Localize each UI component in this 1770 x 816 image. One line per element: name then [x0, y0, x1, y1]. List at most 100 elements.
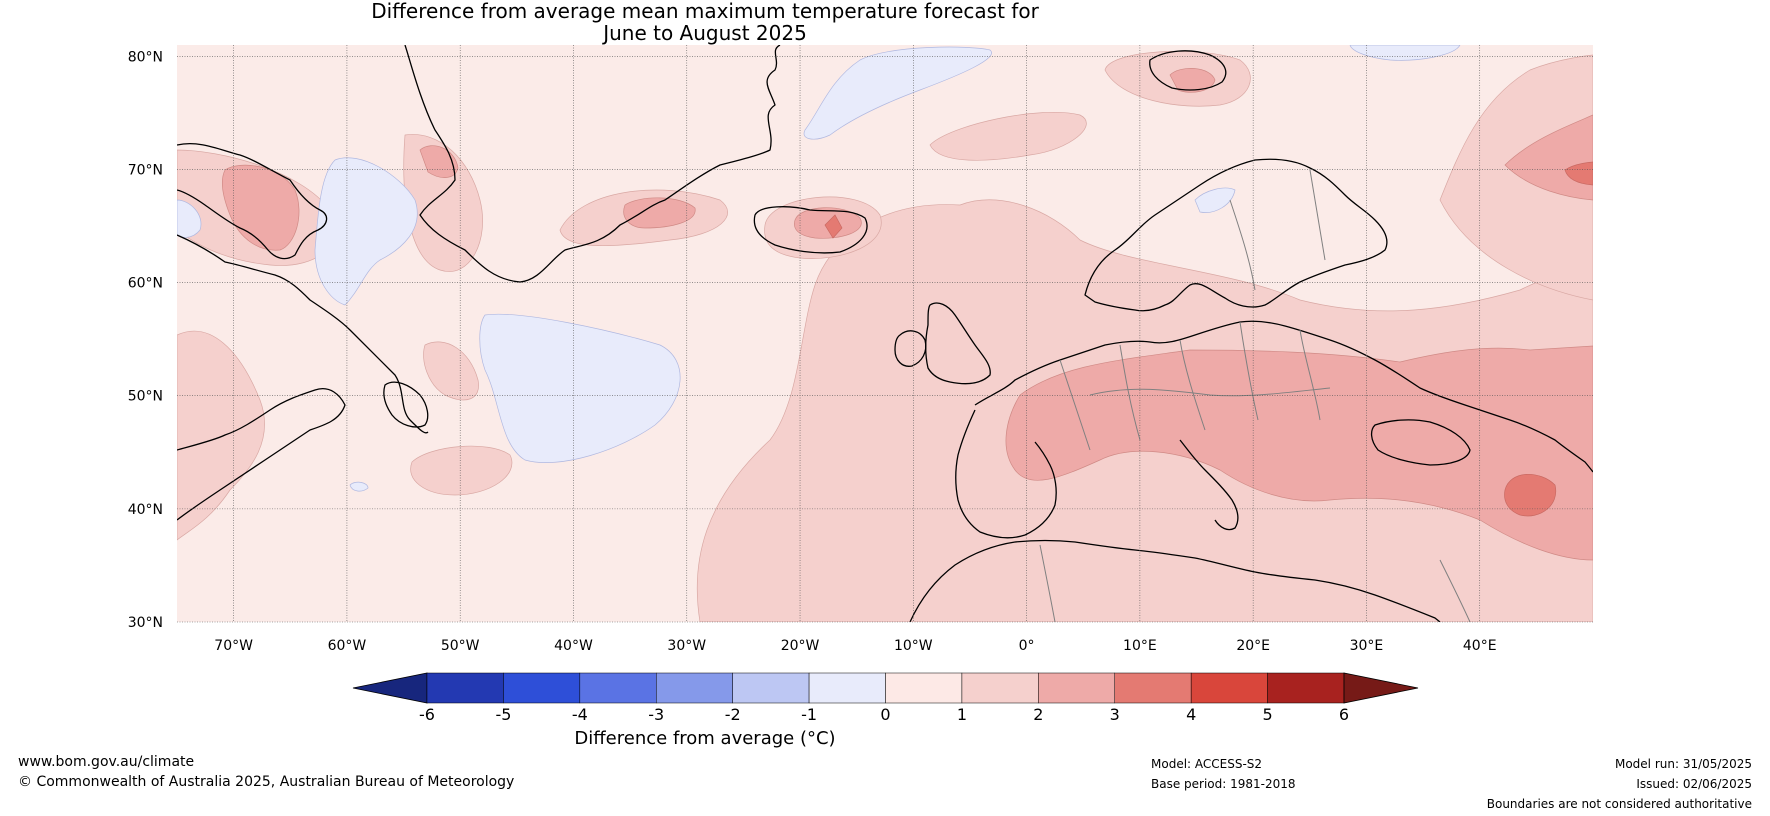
website-text: www.bom.gov.au/climate — [18, 754, 195, 770]
coastline-iberia — [955, 409, 1057, 539]
coastline-iceland — [753, 206, 868, 254]
colorbar-tick-label: 2 — [1033, 705, 1043, 724]
border-europe-1 — [1059, 359, 1091, 451]
coastline-baffin-island — [177, 143, 328, 260]
longitude-tick-label: 30°E — [1350, 638, 1384, 654]
colorbar-label: Difference from average (°C) — [574, 728, 836, 749]
longitude-tick-label: 20°E — [1236, 638, 1270, 654]
colorbar — [352, 672, 1419, 704]
coastline-newfoundland — [383, 381, 429, 428]
coastlines — [177, 45, 1593, 622]
anomaly-region-iceland-hotter — [824, 214, 843, 239]
colorbar-tick-label: -2 — [725, 705, 741, 724]
anomaly-region-cool-norway — [1194, 187, 1236, 213]
anomaly-region-cool-nova-scotia — [349, 481, 369, 492]
colorbar-tick-label: -4 — [572, 705, 588, 724]
map-title-line2: June to August 2025 — [603, 21, 807, 45]
border-europe-5 — [1299, 329, 1321, 421]
border-north-africa — [1039, 544, 1056, 622]
colorbar-segment — [1267, 672, 1345, 704]
anomaly-region-svalbard-hot — [1169, 68, 1216, 93]
anomaly-region-europe-hot — [1005, 345, 1593, 561]
colorbar-segment — [1114, 672, 1192, 704]
colorbar-tick-label: 0 — [880, 705, 890, 724]
anomaly-region-barents-warm — [929, 112, 1087, 161]
coastline-labrador — [177, 234, 429, 434]
copyright-text: © Commonwealth of Australia 2025, Austra… — [18, 774, 515, 790]
longitude-tick-label: 0° — [1019, 638, 1035, 654]
coastline-italy — [1179, 439, 1239, 531]
colorbar-tick-label: 5 — [1262, 705, 1272, 724]
coastline-ireland — [894, 330, 927, 367]
colorbar-tick-labels: -6 -5 -4 -3 -2 -1 0 1 2 3 4 5 6 — [419, 705, 1349, 724]
colorbar-under-extension — [352, 672, 428, 704]
model-text: Model: ACCESS-S2 — [1151, 757, 1263, 771]
latitude-tick-label: 70°N — [128, 162, 163, 178]
latitude-tick-label: 40°N — [128, 502, 163, 518]
latitude-tick-label: 30°N — [128, 615, 163, 631]
anomaly-region-greenland-hot — [623, 197, 696, 229]
issued-text: Issued: 02/06/2025 — [1636, 777, 1752, 791]
colorbar-tick-label: -5 — [495, 705, 511, 724]
anomaly-shading — [177, 45, 1593, 622]
anomaly-region-north-atlantic-mid — [410, 445, 513, 496]
map-title-line1: Difference from average mean maximum tem… — [371, 0, 1039, 23]
gridlines — [177, 45, 1593, 623]
anomaly-region-canada-east — [177, 330, 265, 541]
longitude-tick-label: 40°W — [554, 638, 593, 654]
latitude-tick-label: 80°N — [128, 49, 163, 65]
colorbar-segment — [656, 672, 733, 704]
coastline-greenland — [404, 45, 781, 283]
longitude-tick-label: 10°W — [894, 638, 933, 654]
border-finland — [1309, 169, 1326, 261]
colorbar-segment — [503, 672, 581, 704]
coastline-norway-scandinavia — [1084, 158, 1388, 312]
coastline-europe-mainland — [974, 320, 1593, 473]
border-europe-4 — [1239, 321, 1259, 421]
anomaly-region-arctic-warm — [1439, 54, 1593, 301]
longitude-tick-label: 20°W — [781, 638, 820, 654]
colorbar-tick-label: 6 — [1339, 705, 1349, 724]
colorbar-segment — [885, 672, 963, 704]
anomaly-region-cool-arctic — [803, 46, 992, 140]
latitude-tick-label: 60°N — [128, 276, 163, 292]
longitude-tick-label: 50°W — [441, 638, 480, 654]
anomaly-region-newfoundland-sea — [423, 341, 479, 401]
colorbar-tick-label: 3 — [1110, 705, 1120, 724]
anomaly-region-caucasus-hotter — [1504, 473, 1557, 517]
anomaly-region-cool-atlantic — [479, 313, 681, 463]
anomaly-region-russia-hotter — [1564, 161, 1593, 186]
coastline-black-sea — [1370, 419, 1471, 466]
anomaly-region-cool-labrador-sea — [314, 157, 418, 306]
coastline-british-isles — [925, 302, 991, 385]
colorbar-tick-label: 1 — [957, 705, 967, 724]
border-europe-6 — [1089, 387, 1331, 397]
coastline-us-east — [177, 388, 346, 521]
colorbar-over-extension — [1343, 672, 1419, 704]
colorbar-tick-label: -6 — [419, 705, 435, 724]
base-period-text: Base period: 1981-2018 — [1151, 777, 1296, 791]
longitude-tick-label: 60°W — [328, 638, 367, 654]
latitude-tick-label: 50°N — [128, 389, 163, 405]
latitude-labels: 30°N 40°N 50°N 60°N 70°N 80°N — [128, 49, 163, 631]
colorbar-tick-label: -1 — [801, 705, 817, 724]
colorbar-segment — [1038, 672, 1116, 704]
disclaimer-text: Boundaries are not considered authoritat… — [1486, 797, 1752, 811]
colorbar-segment — [808, 672, 886, 704]
border-europe-2 — [1119, 344, 1141, 441]
colorbar-segment — [961, 672, 1039, 704]
border-europe-3 — [1179, 339, 1206, 431]
colorbar-tick-label: 4 — [1186, 705, 1196, 724]
colorbar-segment — [426, 672, 504, 704]
colorbar-segment — [1190, 672, 1268, 704]
colorbar-segment — [732, 672, 810, 704]
longitude-tick-label: 40°E — [1463, 638, 1497, 654]
longitude-tick-label: 70°W — [214, 638, 253, 654]
colorbar-tick-label: -3 — [648, 705, 664, 724]
longitude-tick-label: 30°W — [667, 638, 706, 654]
border-africa-east — [1439, 559, 1471, 622]
model-run-text: Model run: 31/05/2025 — [1614, 757, 1752, 771]
longitude-labels: 70°W 60°W 50°W 40°W 30°W 20°W 10°W 0° 10°E 20°E 30… — [214, 638, 1496, 654]
coastline-north-africa — [909, 539, 1441, 622]
